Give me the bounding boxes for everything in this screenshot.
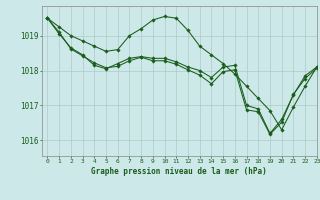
X-axis label: Graphe pression niveau de la mer (hPa): Graphe pression niveau de la mer (hPa): [91, 167, 267, 176]
